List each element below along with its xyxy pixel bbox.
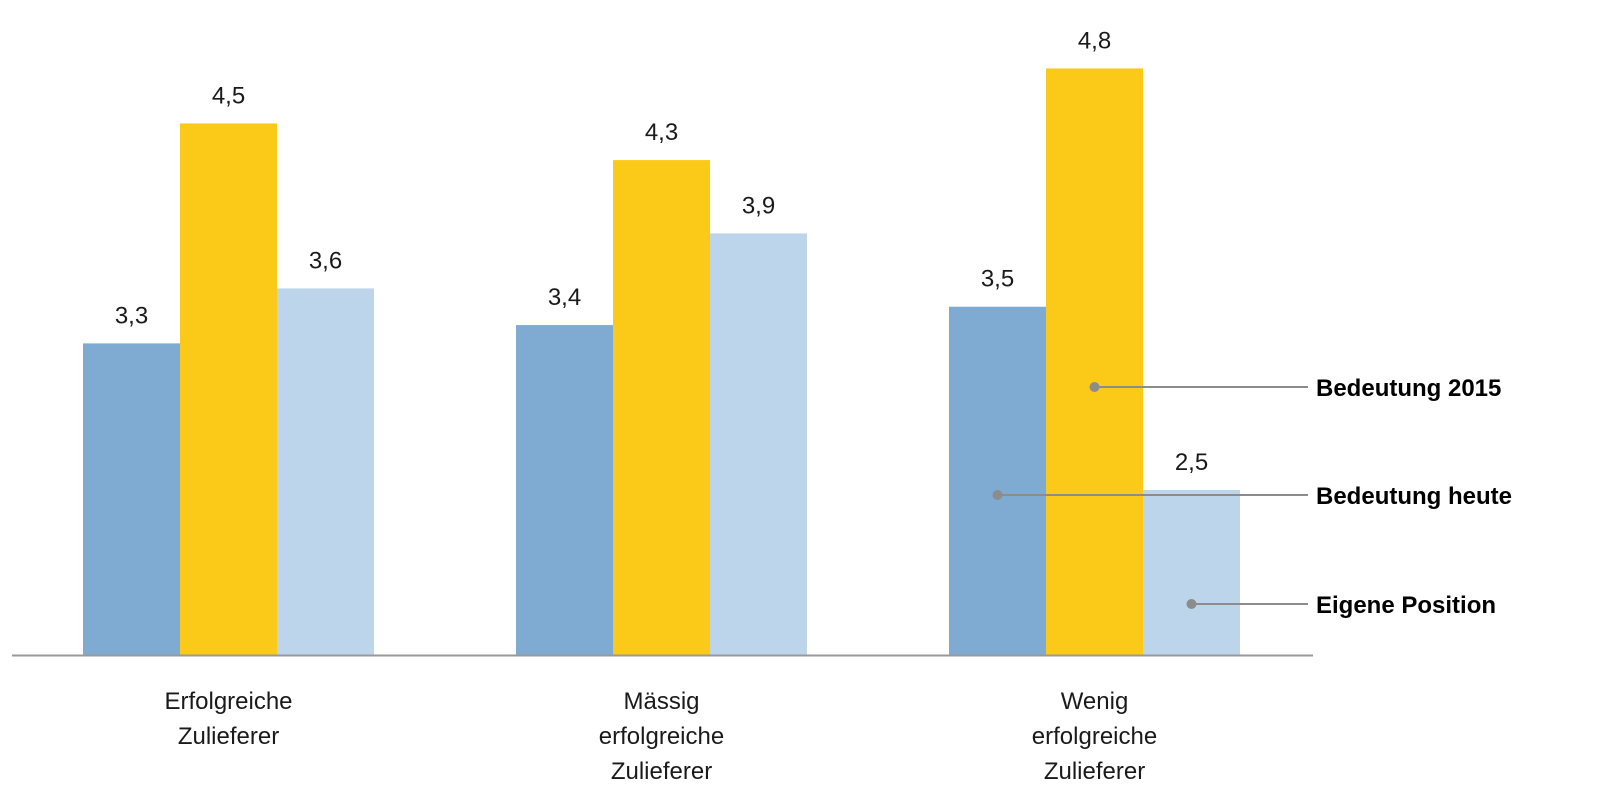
bar-bedeutung-2015-2: [613, 160, 710, 655]
legend-leader-dot-eigene-position: [1186, 599, 1197, 609]
legend: Bedeutung 2015 Bedeutung heute Eigene Posi…: [992, 375, 1512, 619]
bar-bedeutung-heute-3: [949, 306, 1046, 655]
value-labels-layer: 3,3 3,4 3,5 4,5 4,3 4,8 3,6 3,9 2,5: [115, 27, 1208, 476]
category-label-1-line-2: Zulieferer: [178, 723, 279, 750]
category-label-3-line-1: Wenig: [1061, 688, 1129, 715]
legend-leader-dot-bedeutung-2015: [1089, 382, 1100, 392]
value-label-bedeutung-heute-1: 3,3: [115, 302, 148, 329]
bar-eigene-position-2: [710, 233, 807, 655]
value-label-eigene-position-2: 3,9: [742, 192, 775, 219]
legend-label-bedeutung-2015: Bedeutung 2015: [1316, 375, 1501, 402]
category-label-2-line-2: erfolgreiche: [599, 723, 724, 750]
category-label-2-line-1: Mässig: [623, 688, 699, 715]
value-label-bedeutung-2015-3: 4,8: [1078, 27, 1111, 54]
value-label-eigene-position-3: 2,5: [1175, 449, 1208, 476]
value-label-bedeutung-2015-2: 4,3: [645, 119, 678, 146]
value-label-bedeutung-heute-2: 3,4: [548, 284, 581, 311]
legend-label-bedeutung-heute: Bedeutung heute: [1316, 483, 1512, 510]
bar-bedeutung-2015-1: [180, 123, 277, 656]
bar-bedeutung-2015-3: [1046, 68, 1143, 655]
bar-eigene-position-3: [1143, 490, 1240, 655]
value-label-bedeutung-heute-3: 3,5: [981, 266, 1014, 293]
category-label-3-line-3: Zulieferer: [1044, 758, 1145, 785]
category-label-2-line-3: Zulieferer: [611, 758, 712, 785]
category-label-1-line-1: Erfolgreiche: [164, 688, 292, 715]
category-label-3-line-2: erfolgreiche: [1032, 723, 1157, 750]
bar-bedeutung-heute-2: [516, 325, 613, 655]
bars-layer: [83, 68, 1240, 656]
value-label-eigene-position-1: 3,6: [309, 247, 342, 274]
legend-label-eigene-position: Eigene Position: [1316, 592, 1496, 619]
bar-eigene-position-1: [277, 288, 374, 655]
value-label-bedeutung-2015-1: 4,5: [212, 82, 245, 109]
bar-bedeutung-heute-1: [83, 343, 180, 655]
legend-leader-dot-bedeutung-heute: [992, 490, 1003, 500]
category-labels-layer: Erfolgreiche Zulieferer Mässig erfolgreiche…: [164, 688, 1157, 785]
